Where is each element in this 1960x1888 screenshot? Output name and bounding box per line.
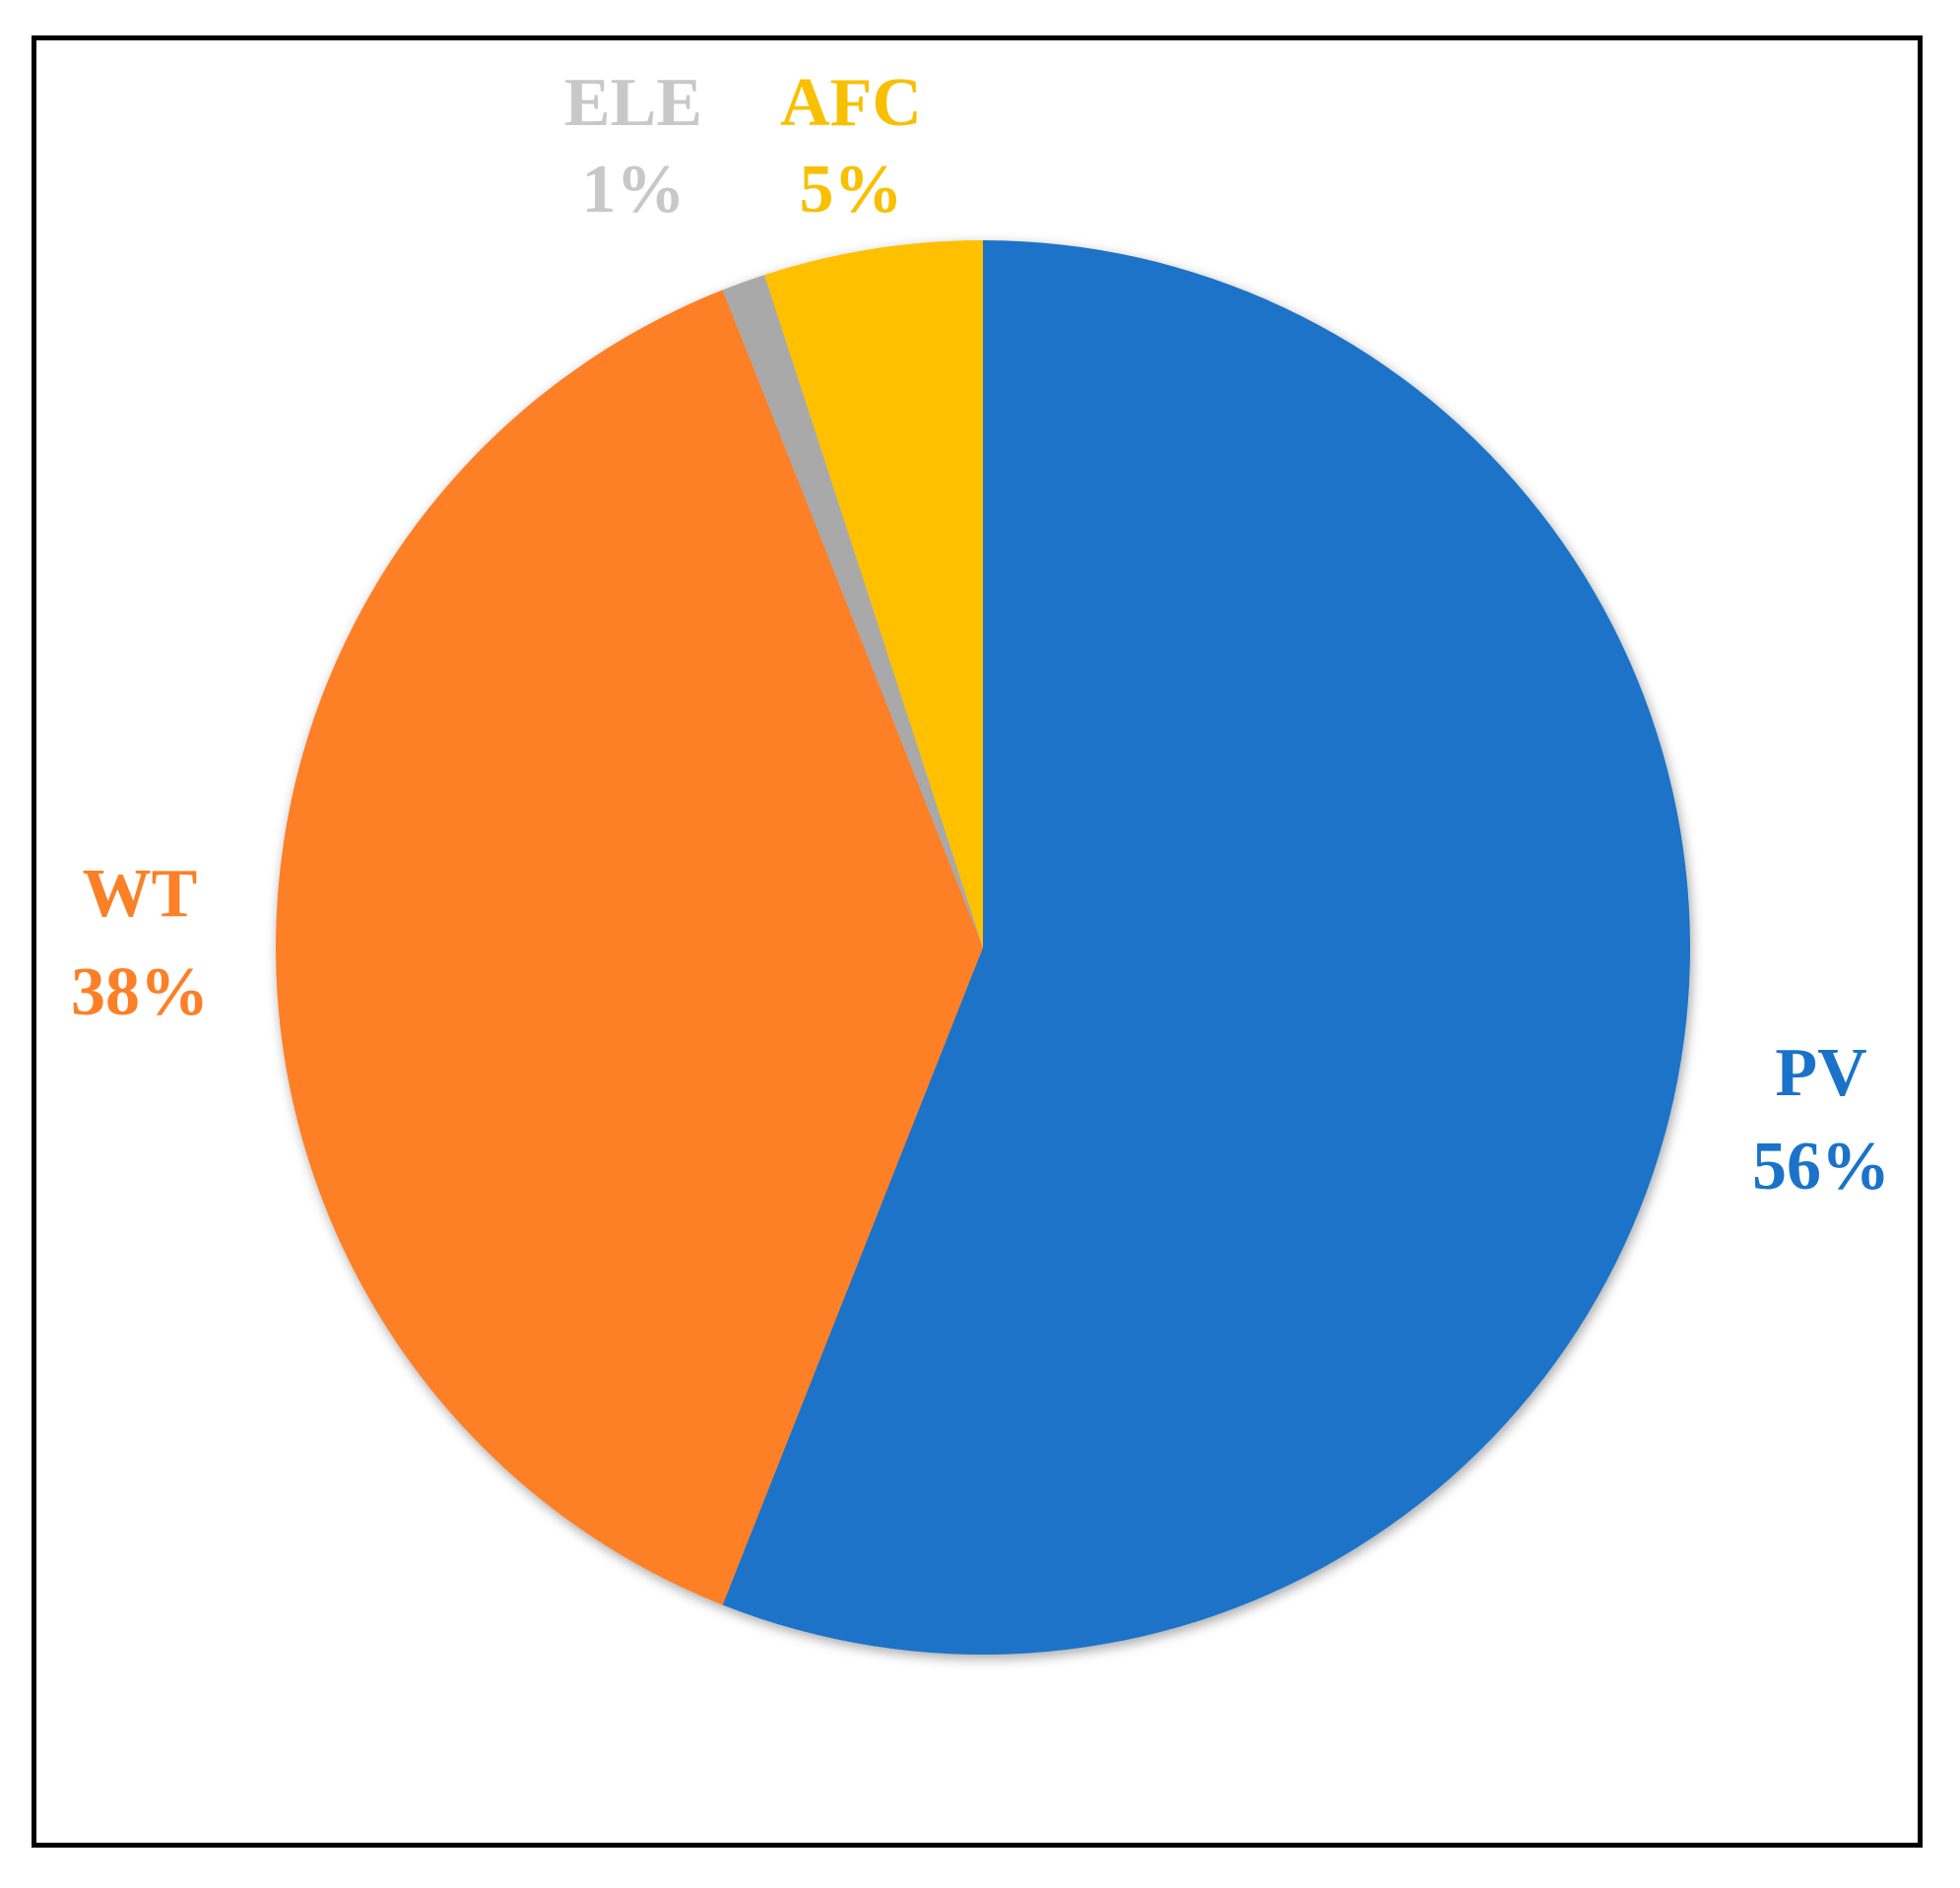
slice-label-pv-name: PV: [1775, 1035, 1866, 1111]
pie-slice-afc: [764, 240, 983, 947]
slice-label-pv-percent: 56%: [1752, 1129, 1890, 1204]
slice-label-afc-name: AFC: [780, 65, 922, 141]
pie-slices: [276, 240, 1691, 1656]
pie-slice-ele: [722, 275, 983, 947]
pie-slice-pv: [722, 240, 1691, 1656]
slice-label-wt-name: WT: [83, 856, 198, 932]
slice-label-ele-percent: 1%: [582, 152, 686, 228]
slice-label-ele-name: ELE: [564, 65, 702, 141]
slice-label-afc-percent: 5%: [800, 152, 903, 228]
pie-slice-wt: [276, 290, 983, 1605]
slice-label-wt-percent: 38%: [71, 954, 209, 1030]
